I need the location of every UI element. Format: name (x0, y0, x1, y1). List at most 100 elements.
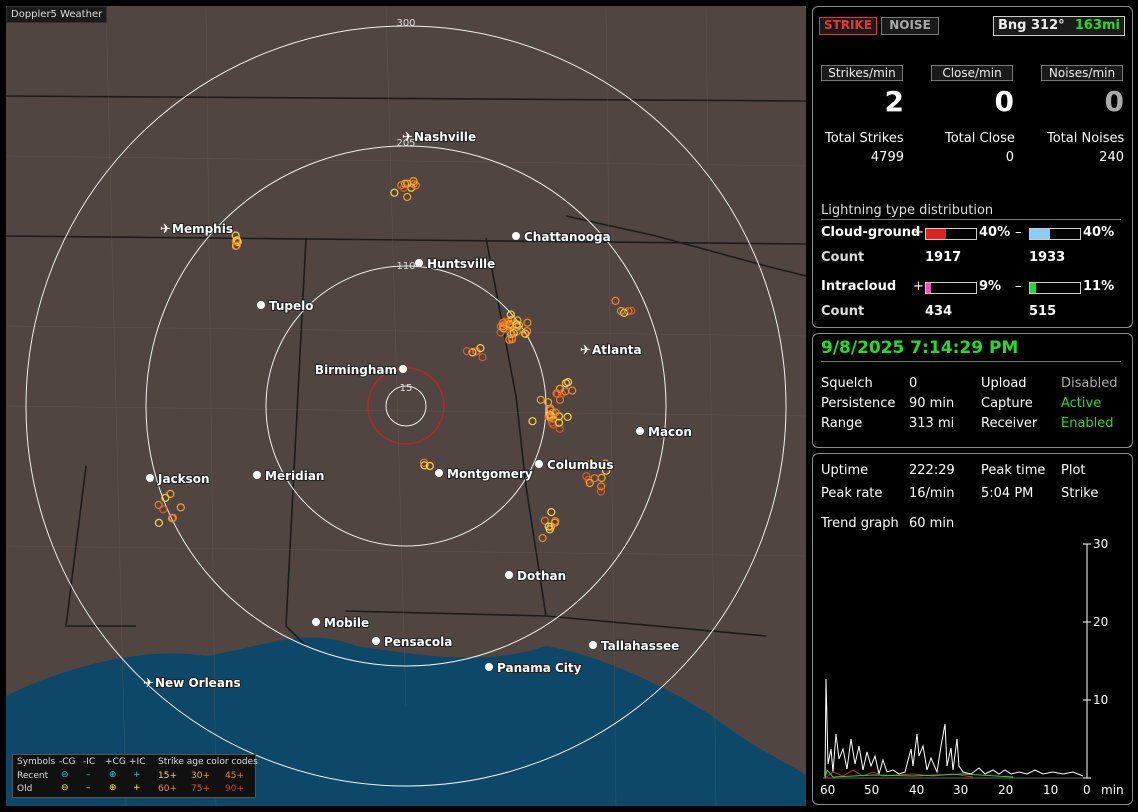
setting-receiver-value: Enabled (1061, 416, 1114, 431)
strike-marker (523, 318, 532, 327)
strike-marker (590, 474, 599, 483)
city-dot-icon (485, 663, 493, 671)
city-dot-icon (636, 427, 644, 435)
strike-marker (547, 508, 556, 517)
city-dot-icon (253, 471, 261, 479)
peak-time-label: Peak time (981, 463, 1046, 478)
noises-per-min-label: Noises/min (1041, 65, 1123, 81)
city-dot-icon (312, 618, 320, 626)
range-rings (25, 25, 787, 787)
trend-x-tick-0: 0 (1083, 783, 1091, 797)
setting-persistence-value: 90 min (909, 396, 955, 411)
strike-marker (611, 296, 620, 305)
city-label: Columbus (547, 458, 614, 472)
cg-minus-sign: – (1015, 225, 1022, 240)
setting-range-value: 313 mi (909, 416, 955, 431)
city-label: Huntsville (427, 257, 495, 271)
ring-label-110: 110 (396, 261, 415, 272)
peak-time-value: 5:04 PM (981, 486, 1034, 501)
cg-neg-bar (1029, 228, 1081, 240)
bearing-readout: Bng 312° 163mi (993, 16, 1125, 36)
total-noises-value: 240 (1099, 150, 1124, 165)
strike-marker (403, 192, 412, 202)
strike-marker (232, 241, 241, 250)
settings-panel: 9/8/2025 7:14:29 PM Squelch 0 Upload Dis… (812, 333, 1133, 448)
legend-row-recent: Recent (17, 771, 49, 781)
cg-pos-pct: 40% (979, 225, 1011, 240)
noise-toggle-button[interactable]: NOISE (881, 17, 939, 35)
city-label: Jackson (157, 472, 210, 486)
legend-col-pos-ic: +IC (129, 757, 146, 767)
city-label: Mobile (324, 616, 369, 630)
ring-label-15: 15 (400, 383, 413, 394)
ic-neg-bar (1029, 282, 1081, 294)
age-old-2: 75+ (191, 784, 210, 794)
strike-marker (616, 306, 626, 316)
recent-neg-ic-icon: – (86, 770, 91, 780)
strikes-per-min-value: 2 (884, 85, 904, 118)
setting-capture-label: Capture (981, 396, 1033, 411)
strike-status-panel: STRIKE NOISE Bng 312° 163mi Strikes/min … (812, 6, 1133, 328)
lightning-map[interactable]: 300 205 110 15 ✈ Nashville ✈ Memphis Chattan… (6, 6, 806, 806)
ic-plus-sign: + (913, 279, 924, 294)
ic-pos-count: 434 (925, 304, 953, 319)
strike-marker (528, 417, 537, 426)
city-label: Macon (648, 425, 692, 439)
range-value: 163mi (1074, 18, 1120, 33)
city-label: Memphis (172, 222, 233, 236)
setting-upload-label: Upload (981, 376, 1027, 391)
setting-squelch-label: Squelch (821, 376, 873, 391)
strike-marker (167, 514, 177, 523)
strike-marker (585, 478, 594, 488)
trend-x-tick-60: 60 (820, 783, 835, 797)
recent-pos-cg-icon: ⊕ (109, 770, 117, 780)
strike-marker (462, 347, 471, 356)
strike-toggle-button[interactable]: STRIKE (819, 17, 877, 35)
recent-pos-ic-icon: + (133, 770, 141, 780)
city-label: Tupelo (269, 299, 314, 313)
close-range-ring (367, 367, 445, 445)
legend-age-title: Strike age color codes (158, 757, 258, 767)
strike-marker (545, 410, 554, 419)
strike-marker (501, 320, 510, 329)
trend-x-unit: min (1101, 783, 1124, 797)
plot-value[interactable]: Strike (1061, 486, 1099, 501)
cg-pos-count: 1917 (925, 250, 962, 265)
strike-marker (584, 460, 594, 469)
map-title: Doppler5 Weather (6, 6, 108, 23)
strike-marker (538, 533, 547, 543)
strike-marker (232, 236, 242, 245)
plot-label: Plot (1061, 463, 1086, 478)
ic-minus-sign: – (1015, 279, 1022, 294)
trend-x-tick-50: 50 (864, 783, 879, 797)
city-dot-icon (589, 641, 597, 649)
city-dot-icon (435, 469, 443, 477)
legend-col-pos-cg: +CG (105, 757, 126, 767)
old-neg-cg-icon: ⊖ (61, 783, 69, 793)
city-label: Dothan (517, 569, 566, 583)
ring-label-300: 300 (396, 18, 415, 29)
strike-marker (468, 348, 477, 357)
symbol-legend: Symbols -CG -IC +CG +IC Strike age color… (12, 754, 258, 798)
age-recent-2: 30+ (191, 771, 210, 781)
strike-marker (597, 482, 606, 491)
strike-marker (154, 500, 163, 509)
old-pos-cg-icon: ⊕ (109, 783, 117, 793)
trend-x-tick-20: 20 (998, 783, 1013, 797)
strike-marker (512, 320, 521, 329)
uptime-label: Uptime (821, 463, 869, 478)
total-close-label: Total Close (945, 131, 1015, 146)
strike-marker (419, 458, 428, 467)
city-label: Meridian (265, 469, 324, 483)
strike-marker (390, 188, 399, 197)
strike-marker (555, 424, 564, 433)
distribution-title: Lightning type distribution (821, 203, 1121, 220)
airport-icon: ✈ (160, 222, 171, 237)
strike-marker (476, 344, 485, 353)
trend-y-tick-10: 10 (1093, 693, 1108, 707)
strike-marker (597, 473, 606, 482)
city-dot-icon (505, 571, 513, 579)
strike-marker (159, 505, 168, 514)
strike-marker (563, 412, 572, 421)
city-label: Chattanooga (524, 230, 611, 244)
